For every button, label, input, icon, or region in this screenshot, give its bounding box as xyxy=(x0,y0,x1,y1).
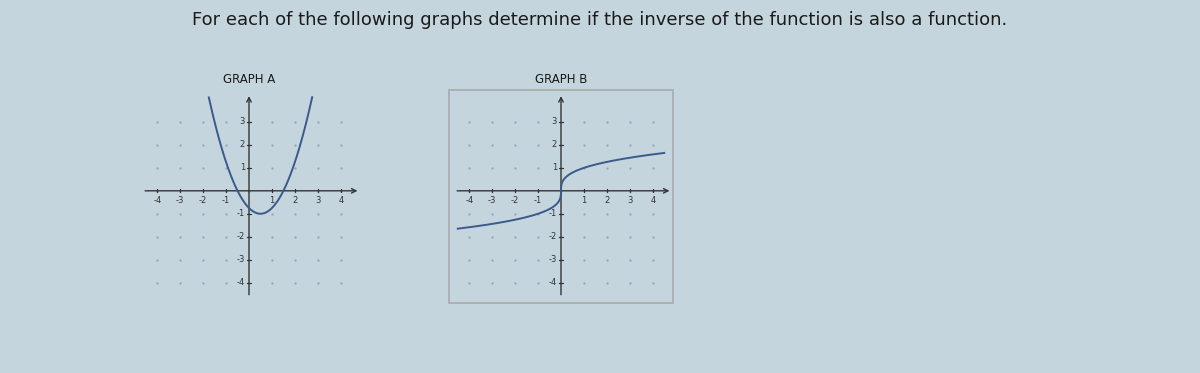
Text: 3: 3 xyxy=(628,196,632,205)
Text: -4: -4 xyxy=(236,278,245,287)
Text: 1: 1 xyxy=(240,163,245,172)
Text: 3: 3 xyxy=(552,117,557,126)
Text: 3: 3 xyxy=(316,196,320,205)
Text: -2: -2 xyxy=(548,232,557,241)
Text: 1: 1 xyxy=(552,163,557,172)
Text: 2: 2 xyxy=(240,140,245,150)
Text: For each of the following graphs determine if the inverse of the function is als: For each of the following graphs determi… xyxy=(192,11,1008,29)
Text: -2: -2 xyxy=(199,196,208,205)
Text: -2: -2 xyxy=(511,196,520,205)
Text: -1: -1 xyxy=(548,209,557,218)
Text: 3: 3 xyxy=(240,117,245,126)
Text: -4: -4 xyxy=(548,278,557,287)
Text: -3: -3 xyxy=(488,196,497,205)
Text: -1: -1 xyxy=(236,209,245,218)
Text: 1: 1 xyxy=(581,196,587,205)
Text: -3: -3 xyxy=(236,255,245,264)
Text: GRAPH B: GRAPH B xyxy=(535,73,587,87)
Text: -3: -3 xyxy=(176,196,185,205)
Text: 2: 2 xyxy=(552,140,557,150)
Text: 1: 1 xyxy=(269,196,275,205)
Text: 4: 4 xyxy=(650,196,655,205)
Text: -1: -1 xyxy=(534,196,542,205)
Text: -4: -4 xyxy=(154,196,161,205)
Text: 2: 2 xyxy=(293,196,298,205)
Text: -2: -2 xyxy=(236,232,245,241)
Text: -3: -3 xyxy=(548,255,557,264)
Text: 4: 4 xyxy=(338,196,343,205)
Text: -1: -1 xyxy=(222,196,230,205)
Text: 2: 2 xyxy=(605,196,610,205)
Text: GRAPH A: GRAPH A xyxy=(223,73,275,87)
Text: -4: -4 xyxy=(466,196,473,205)
